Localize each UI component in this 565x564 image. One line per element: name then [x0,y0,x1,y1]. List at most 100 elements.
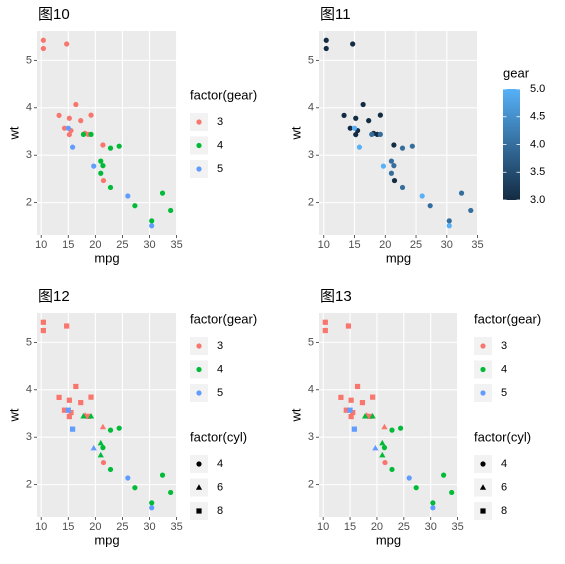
point [100,459,107,466]
point [360,101,366,108]
y-tick-label: 3 [308,431,314,443]
x-tick-label: 20 [89,239,101,251]
point [168,207,174,214]
point [348,397,354,403]
point [389,427,395,433]
legend-label: 4 [217,363,223,375]
legend-label: 3 [501,340,507,352]
legend-swatch [479,484,487,490]
point [338,394,344,400]
y-tick-label: 5 [26,336,32,348]
x-tick-label: 30 [143,239,155,251]
point [99,423,107,430]
point [40,319,46,325]
point [40,37,46,43]
y-tick-label: 4 [26,384,32,396]
point [322,327,328,334]
point [370,394,376,400]
point [98,170,104,176]
point [80,413,87,419]
point [65,407,71,413]
legend-swatch [196,461,202,467]
plot-background [37,31,177,235]
legend-title: factor(cyl) [474,429,531,444]
point [446,223,452,229]
point [149,223,155,229]
x-tick-label: 25 [116,239,128,251]
x-tick-label: 15 [348,239,360,251]
y-tick-label: 2 [308,479,314,491]
point [70,144,76,150]
y-tick-label: 2 [26,479,32,491]
point [413,485,419,491]
point [107,466,114,473]
point [345,323,352,329]
x-tick-label: 20 [379,239,391,251]
point [323,37,329,43]
x-tick-label: 30 [441,239,453,251]
x-axis-title: mpg [94,532,119,547]
legend-swatch [196,508,202,514]
point [97,451,104,458]
point [78,400,84,406]
point [381,423,388,430]
point [389,466,395,473]
point [80,131,87,137]
y-tick-label: 3 [26,149,32,161]
legend-swatch [196,343,202,349]
legend-swatch [195,484,203,490]
legend-label: 4 [217,139,223,151]
legend-swatch [196,142,202,149]
legend-label: 4 [501,458,507,470]
point [91,163,97,169]
legend-label: 5 [217,163,223,175]
point [409,143,415,149]
point [88,112,94,118]
y-axis-title: wt [288,126,303,140]
x-axis-title: mpg [94,250,119,265]
point [78,118,84,124]
point [116,425,122,431]
y-tick-label: 2 [308,197,314,209]
point [132,485,138,491]
point [159,472,166,478]
colorbar-label: 4.0 [530,138,545,150]
point [88,394,94,400]
x-tick-label: 10 [317,521,329,533]
y-tick-label: 2 [26,197,32,209]
legend-label: 8 [501,505,507,517]
point [107,184,114,191]
point [369,131,375,137]
point [391,142,397,148]
point [351,125,358,131]
point [468,207,474,214]
point [116,143,122,149]
chart-title: 图12 [38,288,70,305]
point [149,500,155,506]
legend-label: 6 [501,481,507,493]
chart-title: 图13 [320,288,352,305]
point [87,413,95,419]
point [397,425,404,431]
legend-swatch [480,461,486,467]
y-axis-title: wt [6,126,21,140]
point [353,115,359,121]
point [379,439,386,446]
point [85,413,91,419]
x-tick-label: 15 [62,239,74,251]
point [380,163,387,169]
point [377,112,383,118]
point [98,158,104,164]
point [56,394,62,400]
plot-background [319,313,458,517]
point [100,445,106,451]
legend-label: 4 [217,458,223,470]
legend-label: 8 [217,505,223,517]
y-tick-label: 4 [308,102,314,114]
point [132,203,138,209]
x-axis-title: mpg [376,532,401,547]
legend-swatch [480,390,486,396]
point [107,427,114,433]
legend-label: 3 [217,116,223,128]
